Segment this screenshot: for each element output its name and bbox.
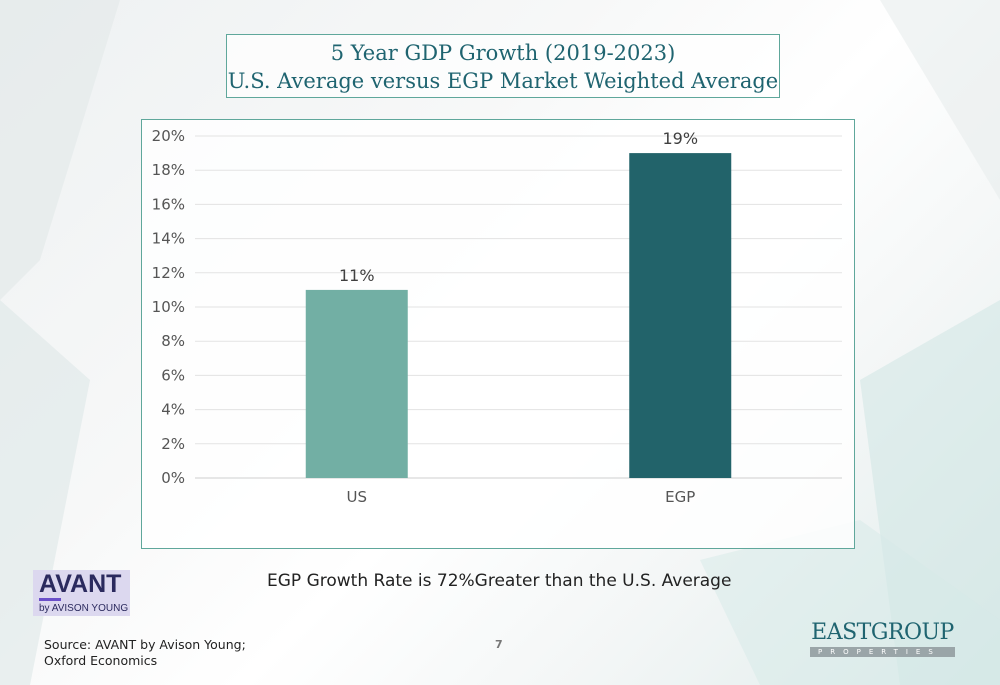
y-tick-label: 2% <box>161 435 185 453</box>
y-tick-label: 14% <box>152 230 185 248</box>
x-tick-label-us: US <box>346 488 367 506</box>
eastgroup-logo: EASTGROUP PROPERTIES <box>810 620 955 657</box>
chart-area: 0% 2% 4% 6% 8% 10% 12% 14% 16% 18% 20% 11% US 19% EGP <box>141 119 855 549</box>
y-tick-label: 12% <box>152 264 185 282</box>
y-tick-label: 8% <box>161 332 185 350</box>
bar-chart: 0% 2% 4% 6% 8% 10% 12% 14% 16% 18% 20% 11% US 19% EGP <box>152 127 842 506</box>
avant-logo: AVANT by AVISON YOUNG <box>33 570 130 616</box>
y-tick-label: 4% <box>161 401 185 419</box>
chart-title-line2: U.S. Average versus EGP Market Weighted … <box>227 69 779 93</box>
x-tick-label-egp: EGP <box>665 488 695 506</box>
data-label-us: 11% <box>339 266 375 285</box>
bar-egp <box>629 153 732 478</box>
page-number: 7 <box>495 638 503 651</box>
chart-title-line1: 5 Year GDP Growth (2019-2023) <box>330 41 676 65</box>
y-tick-label: 10% <box>152 298 185 316</box>
source-line1: Source: AVANT by Avison Young; <box>44 637 246 652</box>
y-tick-label: 18% <box>152 161 185 179</box>
avant-logo-bar <box>39 598 61 601</box>
eastgroup-logo-text: EASTGROUP <box>811 620 954 645</box>
y-tick-label: 20% <box>152 127 185 145</box>
y-tick-label: 16% <box>152 195 185 213</box>
avant-logo-subtext: by AVISON YOUNG <box>39 603 129 614</box>
bar-us <box>305 289 408 478</box>
y-tick-label: 0% <box>161 469 185 487</box>
source-line2: Oxford Economics <box>44 653 158 668</box>
source-note: Source: AVANT by Avison Young; Oxford Ec… <box>44 637 246 669</box>
growth-callout: EGP Growth Rate is 72%Greater than the U… <box>267 571 732 591</box>
avant-logo-text: AVANT <box>39 570 122 598</box>
data-label-egp: 19% <box>662 129 698 148</box>
y-tick-label: 6% <box>161 366 185 384</box>
eastgroup-logo-subtext: PROPERTIES <box>810 647 955 657</box>
chart-title-box: 5 Year GDP Growth (2019-2023) U.S. Avera… <box>226 34 780 98</box>
